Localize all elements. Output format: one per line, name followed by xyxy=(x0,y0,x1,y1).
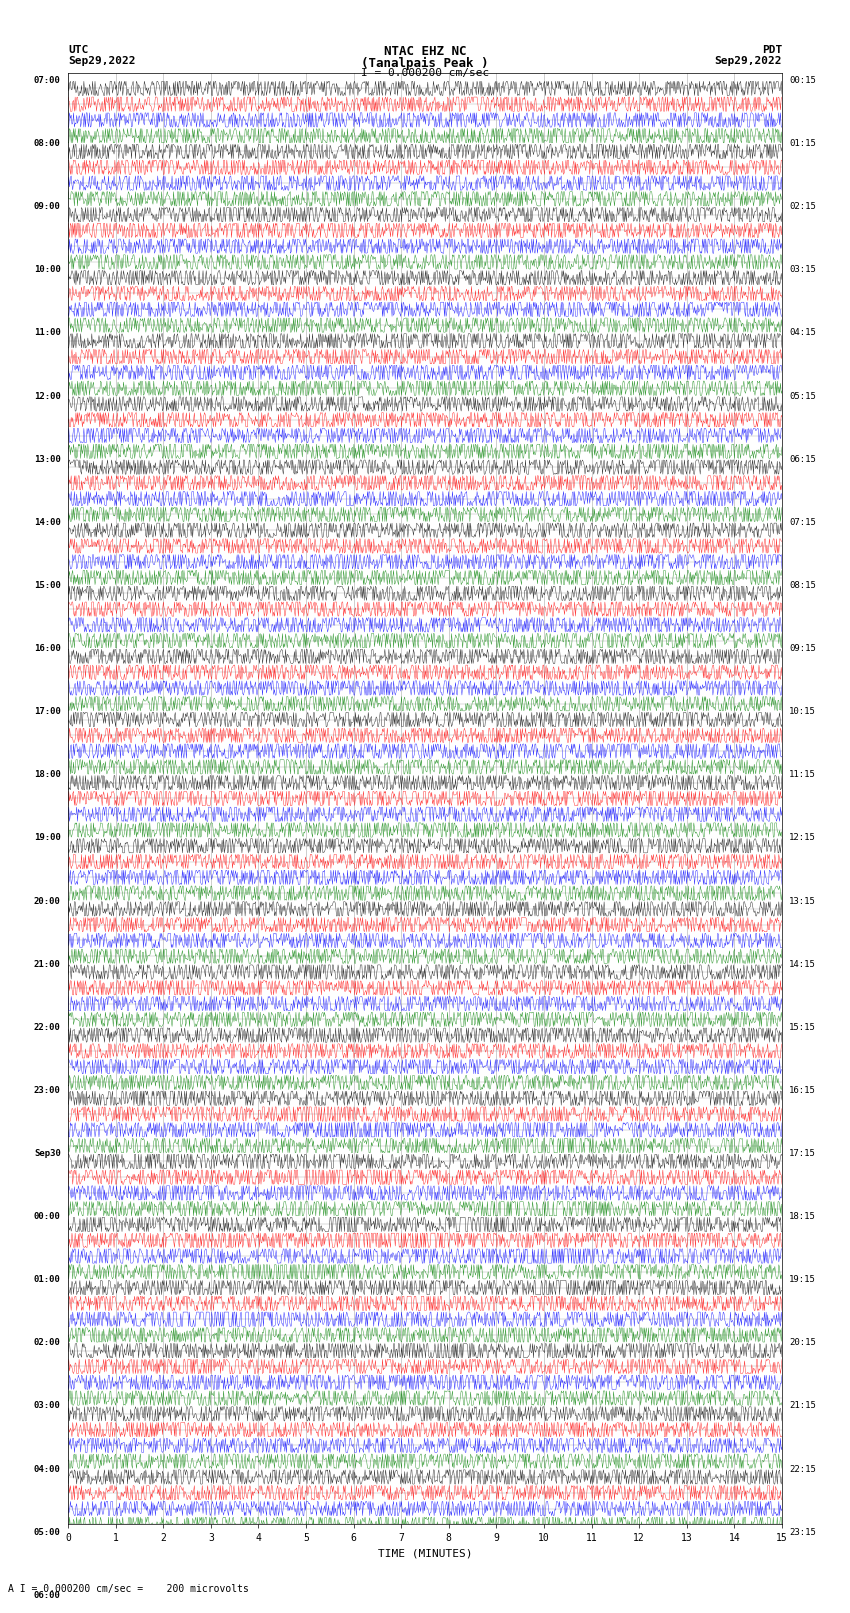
Text: PDT: PDT xyxy=(762,45,782,55)
Text: 16:00: 16:00 xyxy=(34,644,61,653)
Text: 02:15: 02:15 xyxy=(789,202,816,211)
Text: 07:15: 07:15 xyxy=(789,518,816,527)
Text: 10:00: 10:00 xyxy=(34,265,61,274)
Text: 18:00: 18:00 xyxy=(34,771,61,779)
Text: I = 0.000200 cm/sec: I = 0.000200 cm/sec xyxy=(361,68,489,77)
Text: 07:00: 07:00 xyxy=(34,76,61,85)
Text: 15:15: 15:15 xyxy=(789,1023,816,1032)
Text: 08:00: 08:00 xyxy=(34,139,61,148)
Text: Sep29,2022: Sep29,2022 xyxy=(715,56,782,66)
Text: 22:00: 22:00 xyxy=(34,1023,61,1032)
Text: 00:15: 00:15 xyxy=(789,76,816,85)
Text: 01:15: 01:15 xyxy=(789,139,816,148)
Text: 02:00: 02:00 xyxy=(34,1339,61,1347)
Text: 05:00: 05:00 xyxy=(34,1528,61,1537)
Text: 00:00: 00:00 xyxy=(34,1211,61,1221)
Text: 14:00: 14:00 xyxy=(34,518,61,527)
Text: 05:15: 05:15 xyxy=(789,392,816,400)
Text: Sep29,2022: Sep29,2022 xyxy=(68,56,135,66)
X-axis label: TIME (MINUTES): TIME (MINUTES) xyxy=(377,1548,473,1558)
Text: (Tanalpais Peak ): (Tanalpais Peak ) xyxy=(361,56,489,69)
Text: 21:00: 21:00 xyxy=(34,960,61,969)
Text: 15:00: 15:00 xyxy=(34,581,61,590)
Text: 21:15: 21:15 xyxy=(789,1402,816,1410)
Text: 18:15: 18:15 xyxy=(789,1211,816,1221)
Text: 11:00: 11:00 xyxy=(34,329,61,337)
Text: 03:00: 03:00 xyxy=(34,1402,61,1410)
Text: 13:00: 13:00 xyxy=(34,455,61,463)
Text: NTAC EHZ NC: NTAC EHZ NC xyxy=(383,45,467,58)
Text: 12:00: 12:00 xyxy=(34,392,61,400)
Text: 20:00: 20:00 xyxy=(34,897,61,905)
Text: 08:15: 08:15 xyxy=(789,581,816,590)
Text: 04:00: 04:00 xyxy=(34,1465,61,1474)
Text: A I = 0.000200 cm/sec =    200 microvolts: A I = 0.000200 cm/sec = 200 microvolts xyxy=(8,1584,249,1594)
Text: Sep30: Sep30 xyxy=(34,1148,61,1158)
Text: 17:15: 17:15 xyxy=(789,1148,816,1158)
Text: 12:15: 12:15 xyxy=(789,834,816,842)
Text: 03:15: 03:15 xyxy=(789,265,816,274)
Text: 17:00: 17:00 xyxy=(34,706,61,716)
Text: 06:00: 06:00 xyxy=(34,1590,61,1600)
Text: 01:00: 01:00 xyxy=(34,1276,61,1284)
Text: 06:15: 06:15 xyxy=(789,455,816,463)
Text: 20:15: 20:15 xyxy=(789,1339,816,1347)
Text: 19:00: 19:00 xyxy=(34,834,61,842)
Text: 23:00: 23:00 xyxy=(34,1086,61,1095)
Text: 09:15: 09:15 xyxy=(789,644,816,653)
Text: 04:15: 04:15 xyxy=(789,329,816,337)
Text: 19:15: 19:15 xyxy=(789,1276,816,1284)
Text: 22:15: 22:15 xyxy=(789,1465,816,1474)
Text: 16:15: 16:15 xyxy=(789,1086,816,1095)
Text: 10:15: 10:15 xyxy=(789,706,816,716)
Text: 11:15: 11:15 xyxy=(789,771,816,779)
Text: 14:15: 14:15 xyxy=(789,960,816,969)
Text: 23:15: 23:15 xyxy=(789,1528,816,1537)
Text: 13:15: 13:15 xyxy=(789,897,816,905)
Text: 09:00: 09:00 xyxy=(34,202,61,211)
Text: UTC: UTC xyxy=(68,45,88,55)
